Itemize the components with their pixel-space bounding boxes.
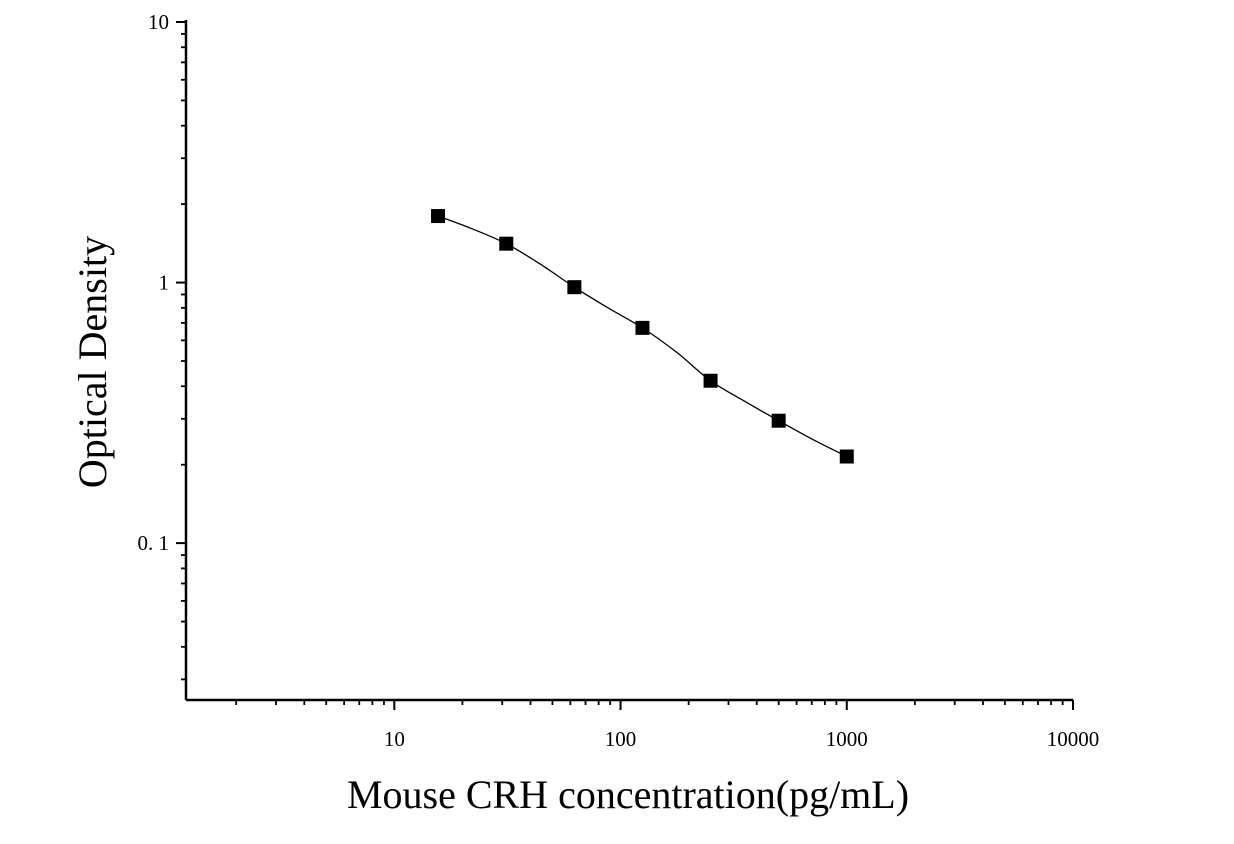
y-tick-label: 0. 1 xyxy=(138,531,170,555)
data-point-marker xyxy=(839,449,854,464)
data-point-marker xyxy=(635,320,650,335)
data-points-layer xyxy=(431,209,854,464)
data-point-marker xyxy=(567,280,582,295)
y-axis: 0. 1 1 10 xyxy=(138,10,188,700)
x-tick-label: 100 xyxy=(605,727,637,751)
data-point-marker xyxy=(771,413,786,428)
x-tick-label: 1000 xyxy=(826,727,868,751)
data-point-marker xyxy=(431,209,446,224)
data-point-marker xyxy=(499,236,514,251)
x-axis: 10 100 1000 10000 xyxy=(186,698,1100,751)
data-point-marker xyxy=(703,373,718,388)
y-tick-label: 10 xyxy=(148,10,169,34)
y-tick-label: 1 xyxy=(159,271,170,295)
x-tick-label: 10000 xyxy=(1047,727,1100,751)
x-axis-title: Mouse CRH concentration(pg/mL) xyxy=(347,772,909,817)
x-tick-label: 10 xyxy=(384,727,405,751)
y-axis-title: Optical Density xyxy=(70,236,115,488)
